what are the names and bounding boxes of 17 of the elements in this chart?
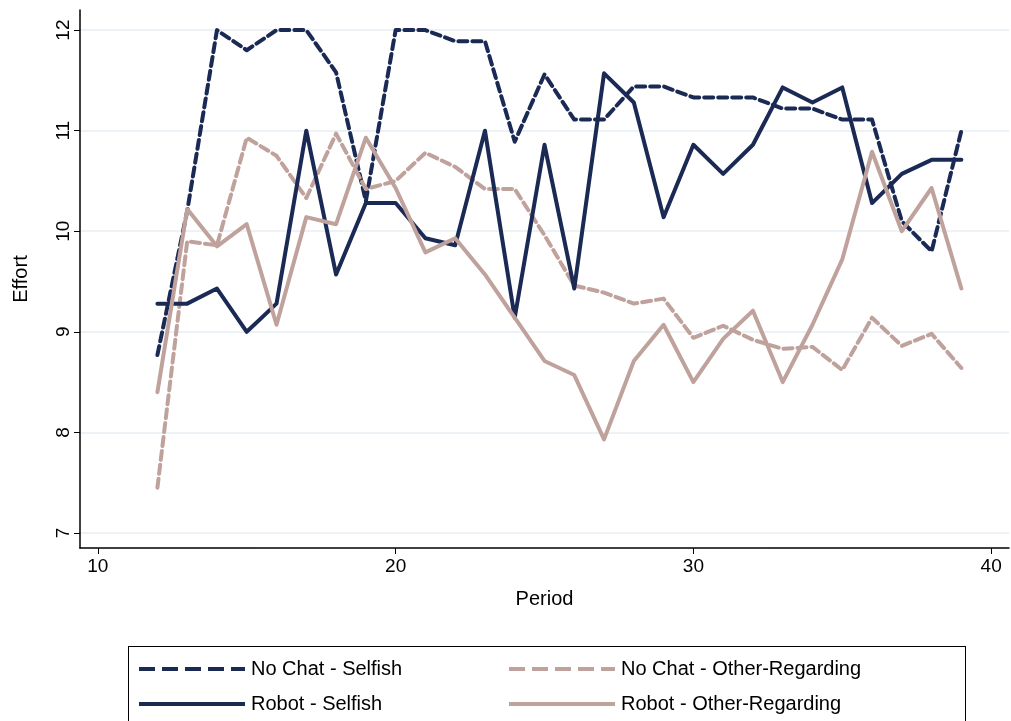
line-series (155, 28, 964, 357)
y-tick-label: 11 (52, 120, 73, 141)
x-tick-label: 20 (385, 555, 407, 576)
x-axis-title: Period (515, 587, 574, 609)
y-tick-label: 10 (52, 220, 73, 242)
x-tick-label: 30 (682, 555, 704, 576)
legend-label: No Chat - Other-Regarding (621, 657, 862, 680)
legend-label: Robot - Selfish (251, 692, 383, 715)
legend-label: No Chat - Selfish (251, 657, 403, 680)
y-tick-label: 12 (52, 19, 73, 41)
x-tick-label: 40 (980, 555, 1002, 576)
y-tick-label: 9 (52, 326, 73, 338)
legend-label: Robot - Other-Regarding (621, 692, 842, 715)
y-tick-label: 7 (52, 527, 73, 539)
x-tick-label: 10 (87, 555, 109, 576)
y-axis-title: Effort (9, 254, 31, 303)
y-tick-label: 8 (52, 427, 73, 438)
